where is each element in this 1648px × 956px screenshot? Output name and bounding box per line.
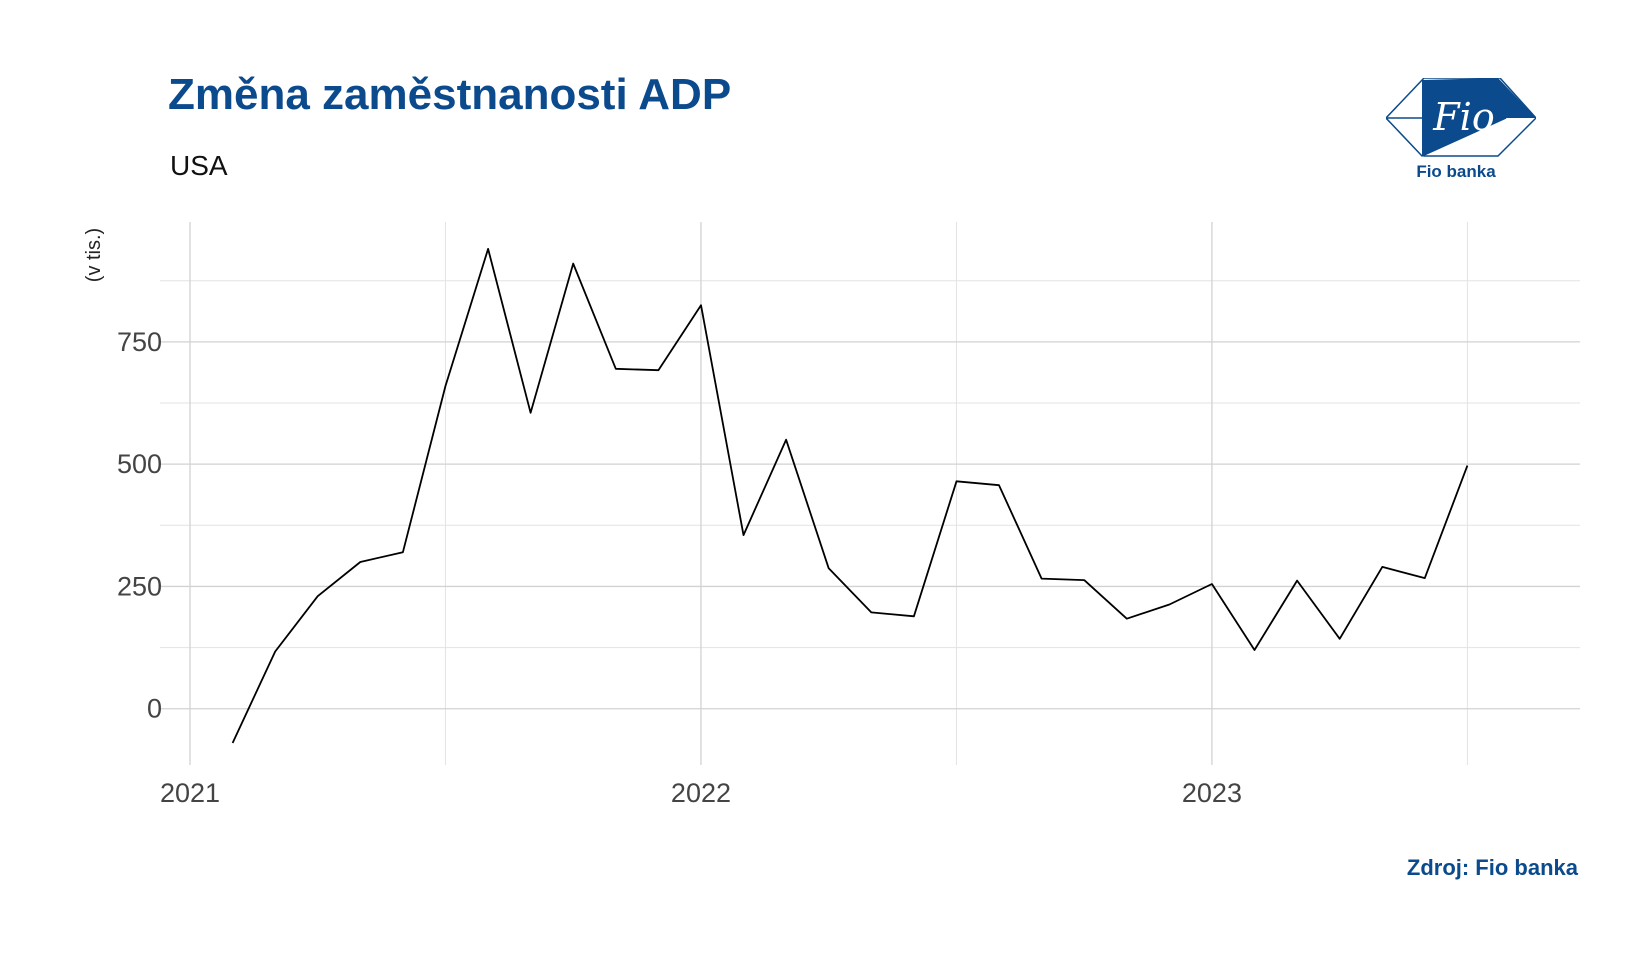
chart-subtitle: USA bbox=[170, 150, 228, 181]
source-note: Zdroj: Fio banka bbox=[1406, 855, 1578, 880]
x-axis-ticks: 2021 2022 2023 bbox=[160, 778, 1242, 808]
fio-logo-icon: Fio bbox=[1384, 77, 1538, 157]
chart-title: Změna zaměstnanosti ADP bbox=[168, 70, 732, 119]
series-layer bbox=[231, 247, 1469, 744]
logo-caption: Fio banka bbox=[1416, 162, 1496, 181]
y-tick-label: 250 bbox=[117, 571, 162, 601]
x-tick-label: 2021 bbox=[160, 778, 220, 808]
fio-logo: Fio Fio banka bbox=[1384, 77, 1538, 188]
x-tick-label: 2022 bbox=[671, 778, 731, 808]
y-axis-ticks: 0 250 500 750 bbox=[117, 327, 162, 724]
series-line bbox=[231, 247, 1469, 744]
grid-minor bbox=[160, 222, 1580, 765]
y-axis-label: (v tis.) bbox=[83, 228, 105, 282]
logo-brand-text: Fio bbox=[1432, 95, 1494, 139]
grid-major bbox=[160, 222, 1580, 765]
y-tick-label: 500 bbox=[117, 449, 162, 479]
x-tick-label: 2023 bbox=[1182, 778, 1242, 808]
y-tick-label: 0 bbox=[147, 694, 162, 724]
y-tick-label: 750 bbox=[117, 327, 162, 357]
